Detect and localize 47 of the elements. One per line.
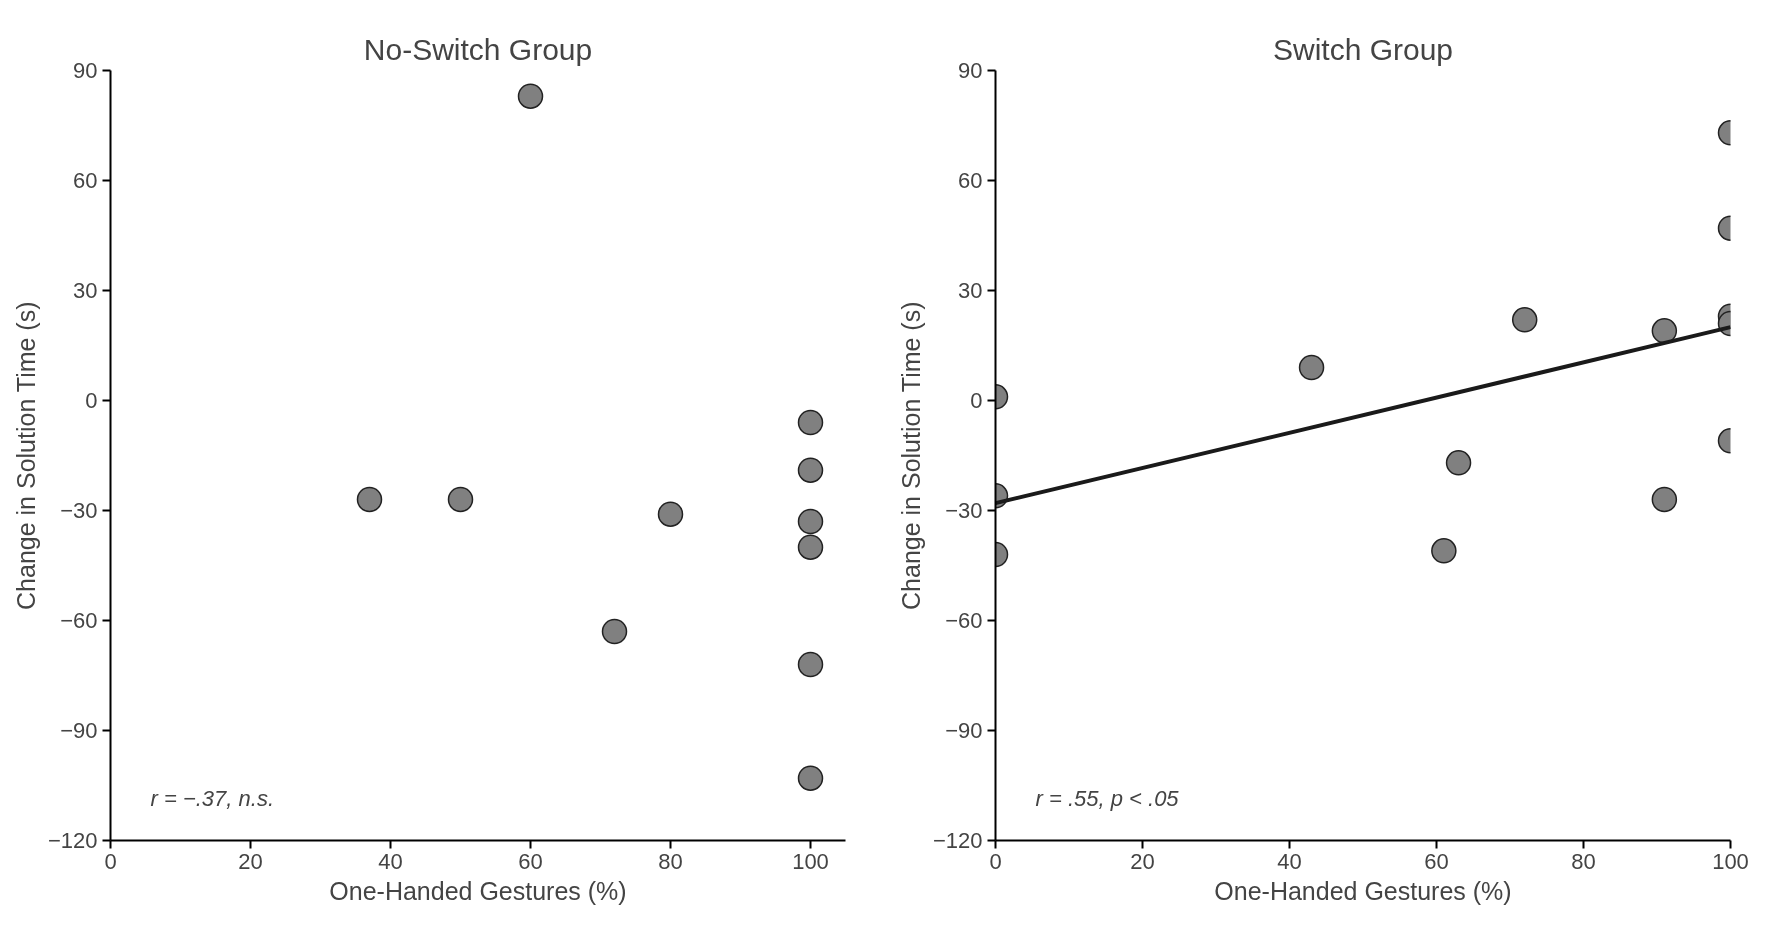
y-tick-label: −120 (47, 828, 98, 853)
x-tick-label: 20 (238, 848, 263, 874)
x-tick-label: 100 (792, 848, 829, 874)
y-tick-label: −60 (945, 608, 983, 633)
point (657, 501, 684, 527)
x-tick-label: 40 (378, 848, 403, 874)
y-tick-label: 60 (73, 168, 98, 193)
y-tick-label: 90 (73, 58, 98, 83)
y-tick-label: −30 (60, 498, 98, 523)
point (797, 457, 824, 483)
point (797, 534, 824, 560)
point (601, 618, 628, 645)
y-tick-label: −30 (945, 498, 983, 523)
y-axis-title: Change in Solution Time (s) (896, 301, 925, 610)
y-tick-label: 30 (73, 278, 98, 303)
x-axis-title: One-Handed Gestures (%) (1214, 876, 1512, 905)
y-tick-label: −120 (932, 828, 983, 853)
x-axis-title: One-Handed Gestures (%) (329, 876, 627, 905)
point (517, 83, 544, 109)
point (797, 409, 824, 436)
y-tick-label: 0 (970, 388, 983, 413)
x-tick-label: 60 (1424, 848, 1449, 874)
point (447, 486, 474, 513)
x-tick-label: 80 (1571, 848, 1596, 874)
annotation: r = .55, p < .05 (1035, 785, 1180, 811)
x-tick-label: 40 (1277, 848, 1302, 874)
x-tick-label: 100 (1712, 848, 1749, 874)
point (356, 486, 383, 513)
y-tick-label: −60 (60, 608, 98, 633)
point (797, 508, 824, 535)
y-axis-title: Change in Solution Time (s) (11, 301, 40, 610)
y-tick-label: 60 (958, 168, 983, 193)
x-tick-label: 0 (104, 848, 117, 874)
chart-title: No-Switch Group (363, 32, 593, 66)
x-tick-label: 0 (989, 848, 1002, 874)
y-tick-label: −90 (60, 718, 98, 743)
x-tick-label: 20 (1130, 848, 1155, 874)
point (797, 765, 824, 791)
x-tick-label: 60 (518, 848, 543, 874)
annotation: r = −.37, n.s. (150, 785, 275, 811)
y-tick-label: 30 (958, 278, 983, 303)
chart-title: Switch Group (1272, 32, 1454, 66)
point (797, 651, 824, 678)
y-tick-label: 90 (958, 58, 983, 83)
x-tick-label: 80 (658, 848, 683, 874)
y-tick-label: 0 (85, 388, 98, 413)
y-tick-label: −90 (945, 718, 983, 743)
